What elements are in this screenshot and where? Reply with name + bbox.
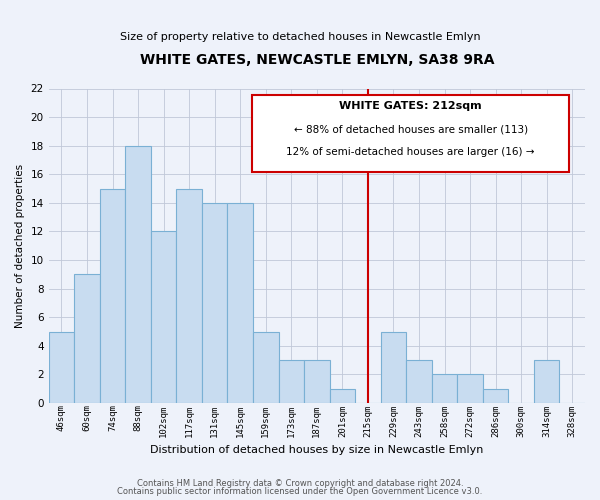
- Bar: [483, 388, 508, 403]
- Bar: [49, 332, 74, 403]
- Text: WHITE GATES: 212sqm: WHITE GATES: 212sqm: [340, 101, 482, 111]
- Bar: [202, 203, 227, 403]
- Bar: [380, 332, 406, 403]
- Y-axis label: Number of detached properties: Number of detached properties: [15, 164, 25, 328]
- Bar: [432, 374, 457, 403]
- Bar: [74, 274, 100, 403]
- Bar: [534, 360, 559, 403]
- X-axis label: Distribution of detached houses by size in Newcastle Emlyn: Distribution of detached houses by size …: [150, 445, 484, 455]
- Bar: [278, 360, 304, 403]
- Bar: [151, 232, 176, 403]
- Bar: [176, 188, 202, 403]
- Bar: [406, 360, 432, 403]
- Text: Size of property relative to detached houses in Newcastle Emlyn: Size of property relative to detached ho…: [119, 32, 481, 42]
- Text: ← 88% of detached houses are smaller (113): ← 88% of detached houses are smaller (11…: [293, 124, 528, 134]
- Bar: [253, 332, 278, 403]
- Text: Contains HM Land Registry data © Crown copyright and database right 2024.: Contains HM Land Registry data © Crown c…: [137, 478, 463, 488]
- Text: Contains public sector information licensed under the Open Government Licence v3: Contains public sector information licen…: [118, 487, 482, 496]
- FancyBboxPatch shape: [253, 95, 569, 172]
- Bar: [304, 360, 329, 403]
- Bar: [100, 188, 125, 403]
- Text: 12% of semi-detached houses are larger (16) →: 12% of semi-detached houses are larger (…: [286, 146, 535, 156]
- Bar: [329, 388, 355, 403]
- Bar: [457, 374, 483, 403]
- Bar: [227, 203, 253, 403]
- Title: WHITE GATES, NEWCASTLE EMLYN, SA38 9RA: WHITE GATES, NEWCASTLE EMLYN, SA38 9RA: [140, 52, 494, 66]
- Bar: [125, 146, 151, 403]
